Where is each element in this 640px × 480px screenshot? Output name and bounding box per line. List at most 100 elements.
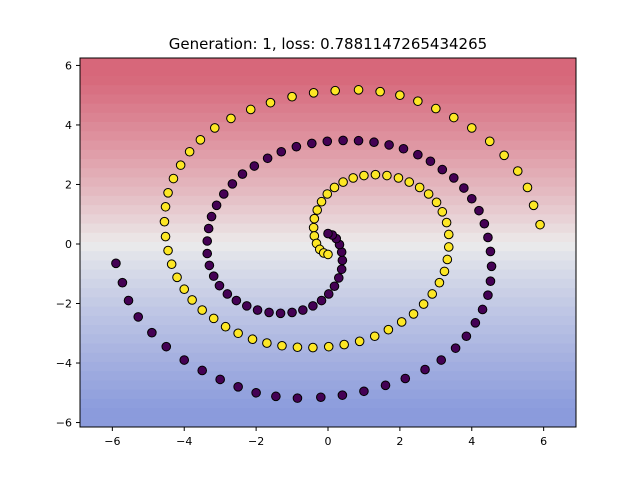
class-1-point [187,295,197,305]
background-band [80,361,576,373]
class-1-point [312,205,323,215]
background-band [80,205,576,216]
x-tick-label: −4 [176,435,192,448]
class-1-point [159,216,170,227]
class-0-point [316,295,327,306]
class-0-point [323,228,333,239]
class-1-point [427,289,438,299]
background-band [80,195,576,207]
class-0-point [298,305,308,315]
class-1-point [395,90,405,100]
class-0-point [322,136,333,147]
class-0-point [237,169,248,179]
x-tick-label: −2 [248,435,264,448]
class-1-point [413,96,423,106]
class-0-point [252,305,263,315]
class-1-point [179,284,190,295]
background-band [80,417,576,427]
data-points [111,85,545,403]
class-1-point [308,342,318,353]
background-band [80,66,576,77]
class-1-point [439,266,450,277]
class-1-point [449,112,459,123]
class-0-point [206,211,217,222]
class-0-point [323,289,334,299]
background-band [80,112,576,124]
background-band [80,214,576,225]
class-0-point [271,391,281,402]
class-0-point [202,236,213,246]
class-1-point [316,196,327,207]
class-0-point [308,301,318,311]
class-0-point [336,264,347,275]
class-1-point [383,324,394,335]
class-1-point [309,213,320,224]
class-1-point [382,170,392,181]
class-0-point [211,200,222,211]
class-1-point [195,135,206,145]
background-band [80,122,576,133]
class-0-point [233,382,243,392]
background-band [80,398,576,410]
class-0-point [338,135,348,146]
y-tick-label: 0 [65,238,72,251]
class-1-point [329,182,340,193]
class-1-point [466,123,477,133]
class-1-point [484,136,495,147]
class-0-point [459,183,469,193]
class-0-point [215,374,225,385]
class-1-point [339,339,349,350]
background-band [80,242,576,253]
class-0-point [369,137,379,148]
class-0-point [316,392,326,403]
class-0-point [398,143,409,154]
class-0-point [179,355,190,365]
class-0-point [204,260,215,271]
x-tick-label: 2 [396,435,403,448]
class-1-point [499,150,509,161]
class-0-point [474,205,484,216]
class-1-point [163,245,173,256]
class-0-point [425,156,436,167]
class-1-point [431,103,441,114]
class-1-point [262,338,272,348]
decision-surface [80,58,576,427]
class-0-point [161,341,172,352]
class-1-point [370,169,381,180]
background-band [80,158,576,170]
class-0-point [275,308,286,319]
class-0-point [449,173,459,183]
class-1-point [292,342,303,353]
background-band [80,94,576,105]
x-tick-label: −6 [104,435,120,448]
class-0-point [202,248,213,259]
class-0-point [264,307,274,318]
class-0-point [400,373,411,384]
class-0-point [231,295,242,306]
background-band [80,58,576,68]
class-1-point [535,219,545,230]
background-band [80,75,576,87]
y-tick-label: 4 [65,119,72,132]
background-band [80,269,576,280]
class-0-point [359,386,369,397]
class-1-point [528,200,539,211]
class-0-point [466,193,477,204]
class-0-point [111,258,121,269]
class-1-point [308,222,319,233]
class-1-point [348,173,358,183]
class-0-point [276,146,287,157]
class-0-point [292,393,303,403]
class-1-point [375,86,385,97]
class-1-point [396,317,407,327]
class-0-point [483,232,493,243]
class-0-point [287,307,297,318]
class-1-point [404,177,415,187]
class-0-point [337,390,348,400]
class-1-point [338,177,348,187]
class-0-point [450,343,461,353]
class-1-point [160,201,171,212]
y-tick-label: −2 [56,298,72,311]
class-0-point [218,189,229,199]
